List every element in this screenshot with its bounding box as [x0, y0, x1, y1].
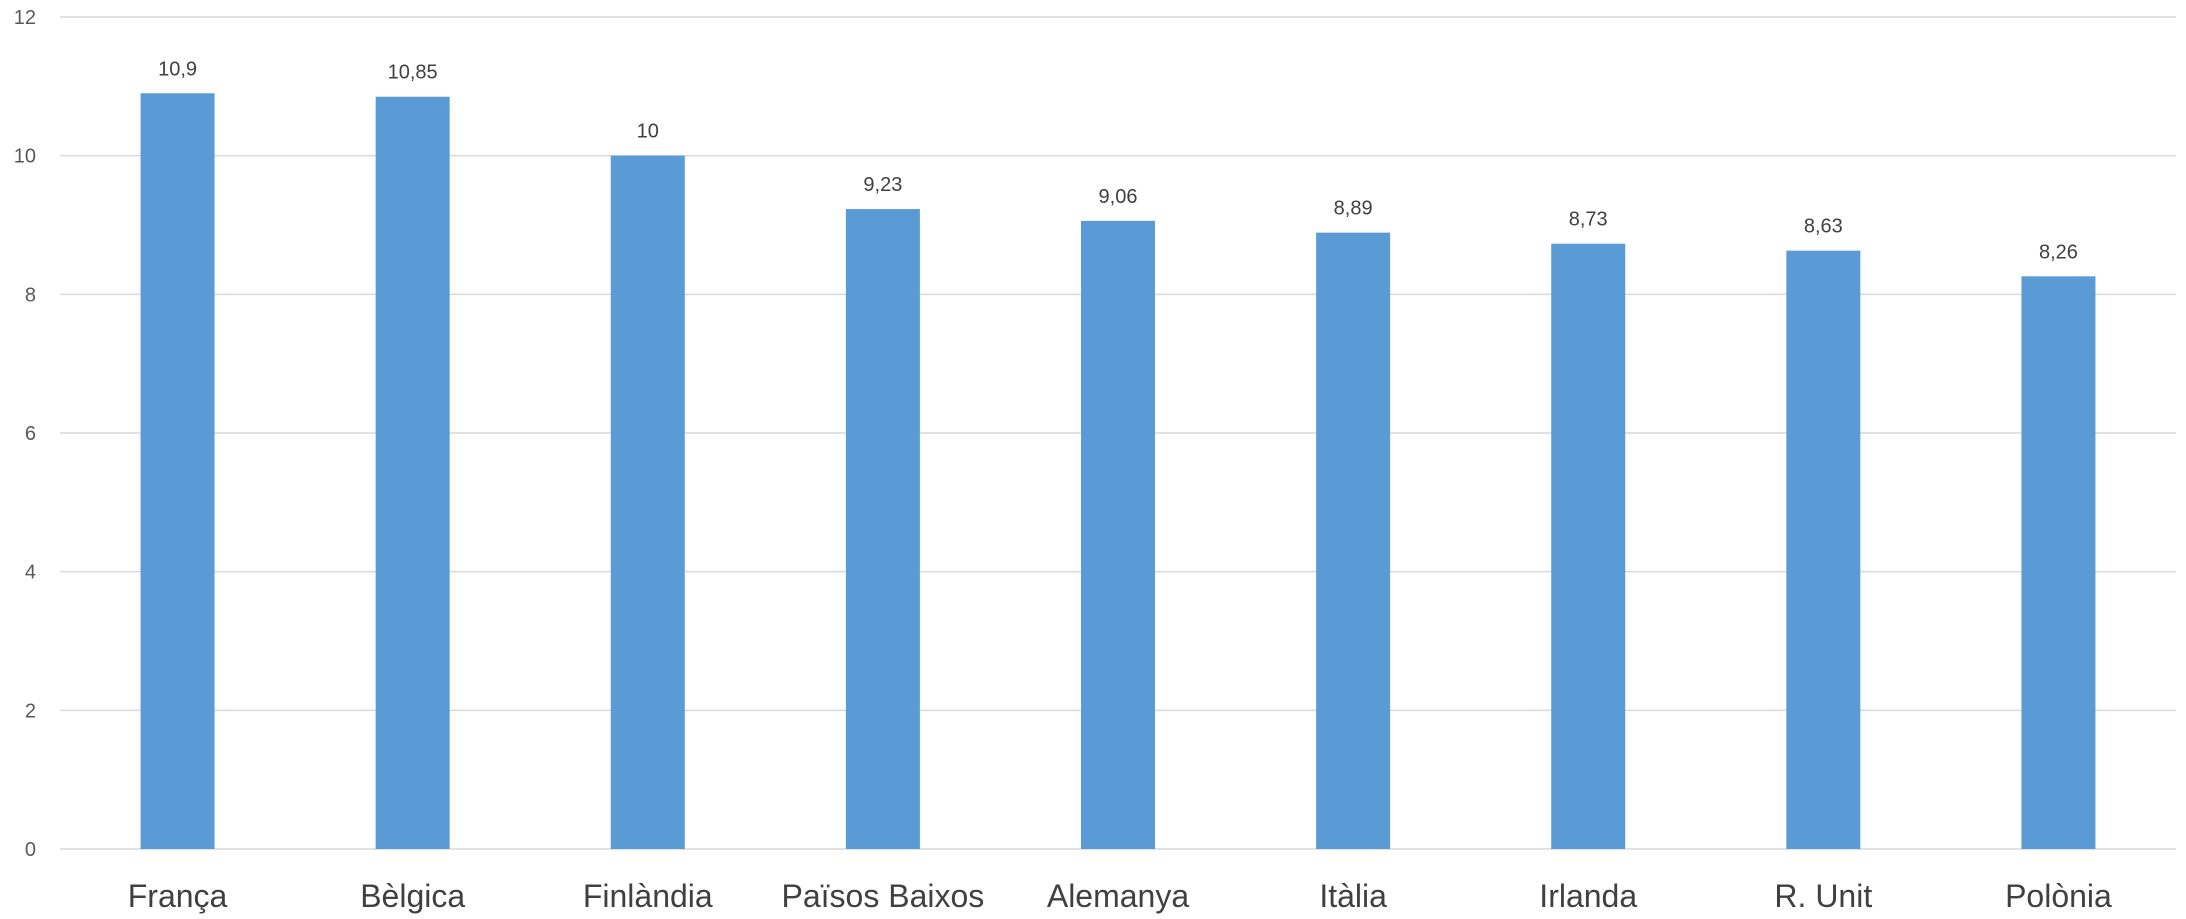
x-tick-label: Finlàndia — [583, 878, 713, 914]
x-tick-label: Irlanda — [1539, 878, 1637, 914]
y-tick-label: 6 — [25, 423, 36, 445]
y-tick-label: 0 — [25, 839, 36, 861]
y-tick-label: 10 — [14, 146, 36, 168]
bar-5 — [1081, 220, 1155, 850]
bar-6 — [1316, 232, 1391, 850]
data-label: 10 — [637, 121, 659, 143]
y-tick-label: 2 — [25, 700, 36, 722]
y-tick-label: 8 — [25, 284, 36, 306]
data-label: 9,23 — [863, 174, 902, 196]
x-tick-label: Bèlgica — [360, 878, 465, 914]
data-label: 8,73 — [1569, 209, 1608, 231]
data-label: 9,06 — [1099, 186, 1138, 208]
data-label: 8,89 — [1334, 198, 1373, 220]
data-labels: 10,9 10,85 10 9,23 9,06 8,89 8,73 8,63 8,26 — [158, 58, 2078, 263]
x-tick-label: França — [128, 878, 228, 914]
bar-3 — [610, 155, 685, 849]
x-tick-label: R. Unit — [1774, 878, 1872, 914]
bar-1 — [140, 93, 215, 850]
x-tick-label: Itàlia — [1319, 878, 1387, 914]
y-tick-label: 12 — [14, 7, 36, 29]
y-tick-label: 4 — [25, 562, 36, 584]
bar-4 — [845, 209, 920, 849]
x-tick-label: Alemanya — [1047, 878, 1190, 914]
data-label: 10,9 — [158, 58, 197, 80]
bars — [140, 93, 2096, 850]
bar-8 — [1786, 250, 1861, 850]
data-label: 8,63 — [1804, 216, 1843, 238]
y-axis: 0 2 4 6 8 10 12 — [14, 7, 36, 861]
x-axis: França Bèlgica Finlàndia Països Baixos Alema… — [128, 878, 2112, 914]
x-tick-label: Polònia — [2005, 878, 2112, 914]
data-label: 8,26 — [2039, 241, 2078, 263]
bar-2 — [375, 96, 450, 849]
data-label: 10,85 — [388, 62, 438, 84]
bar-9 — [2021, 276, 2096, 850]
x-tick-label: Països Baixos — [782, 878, 985, 914]
bar-7 — [1551, 243, 1626, 850]
